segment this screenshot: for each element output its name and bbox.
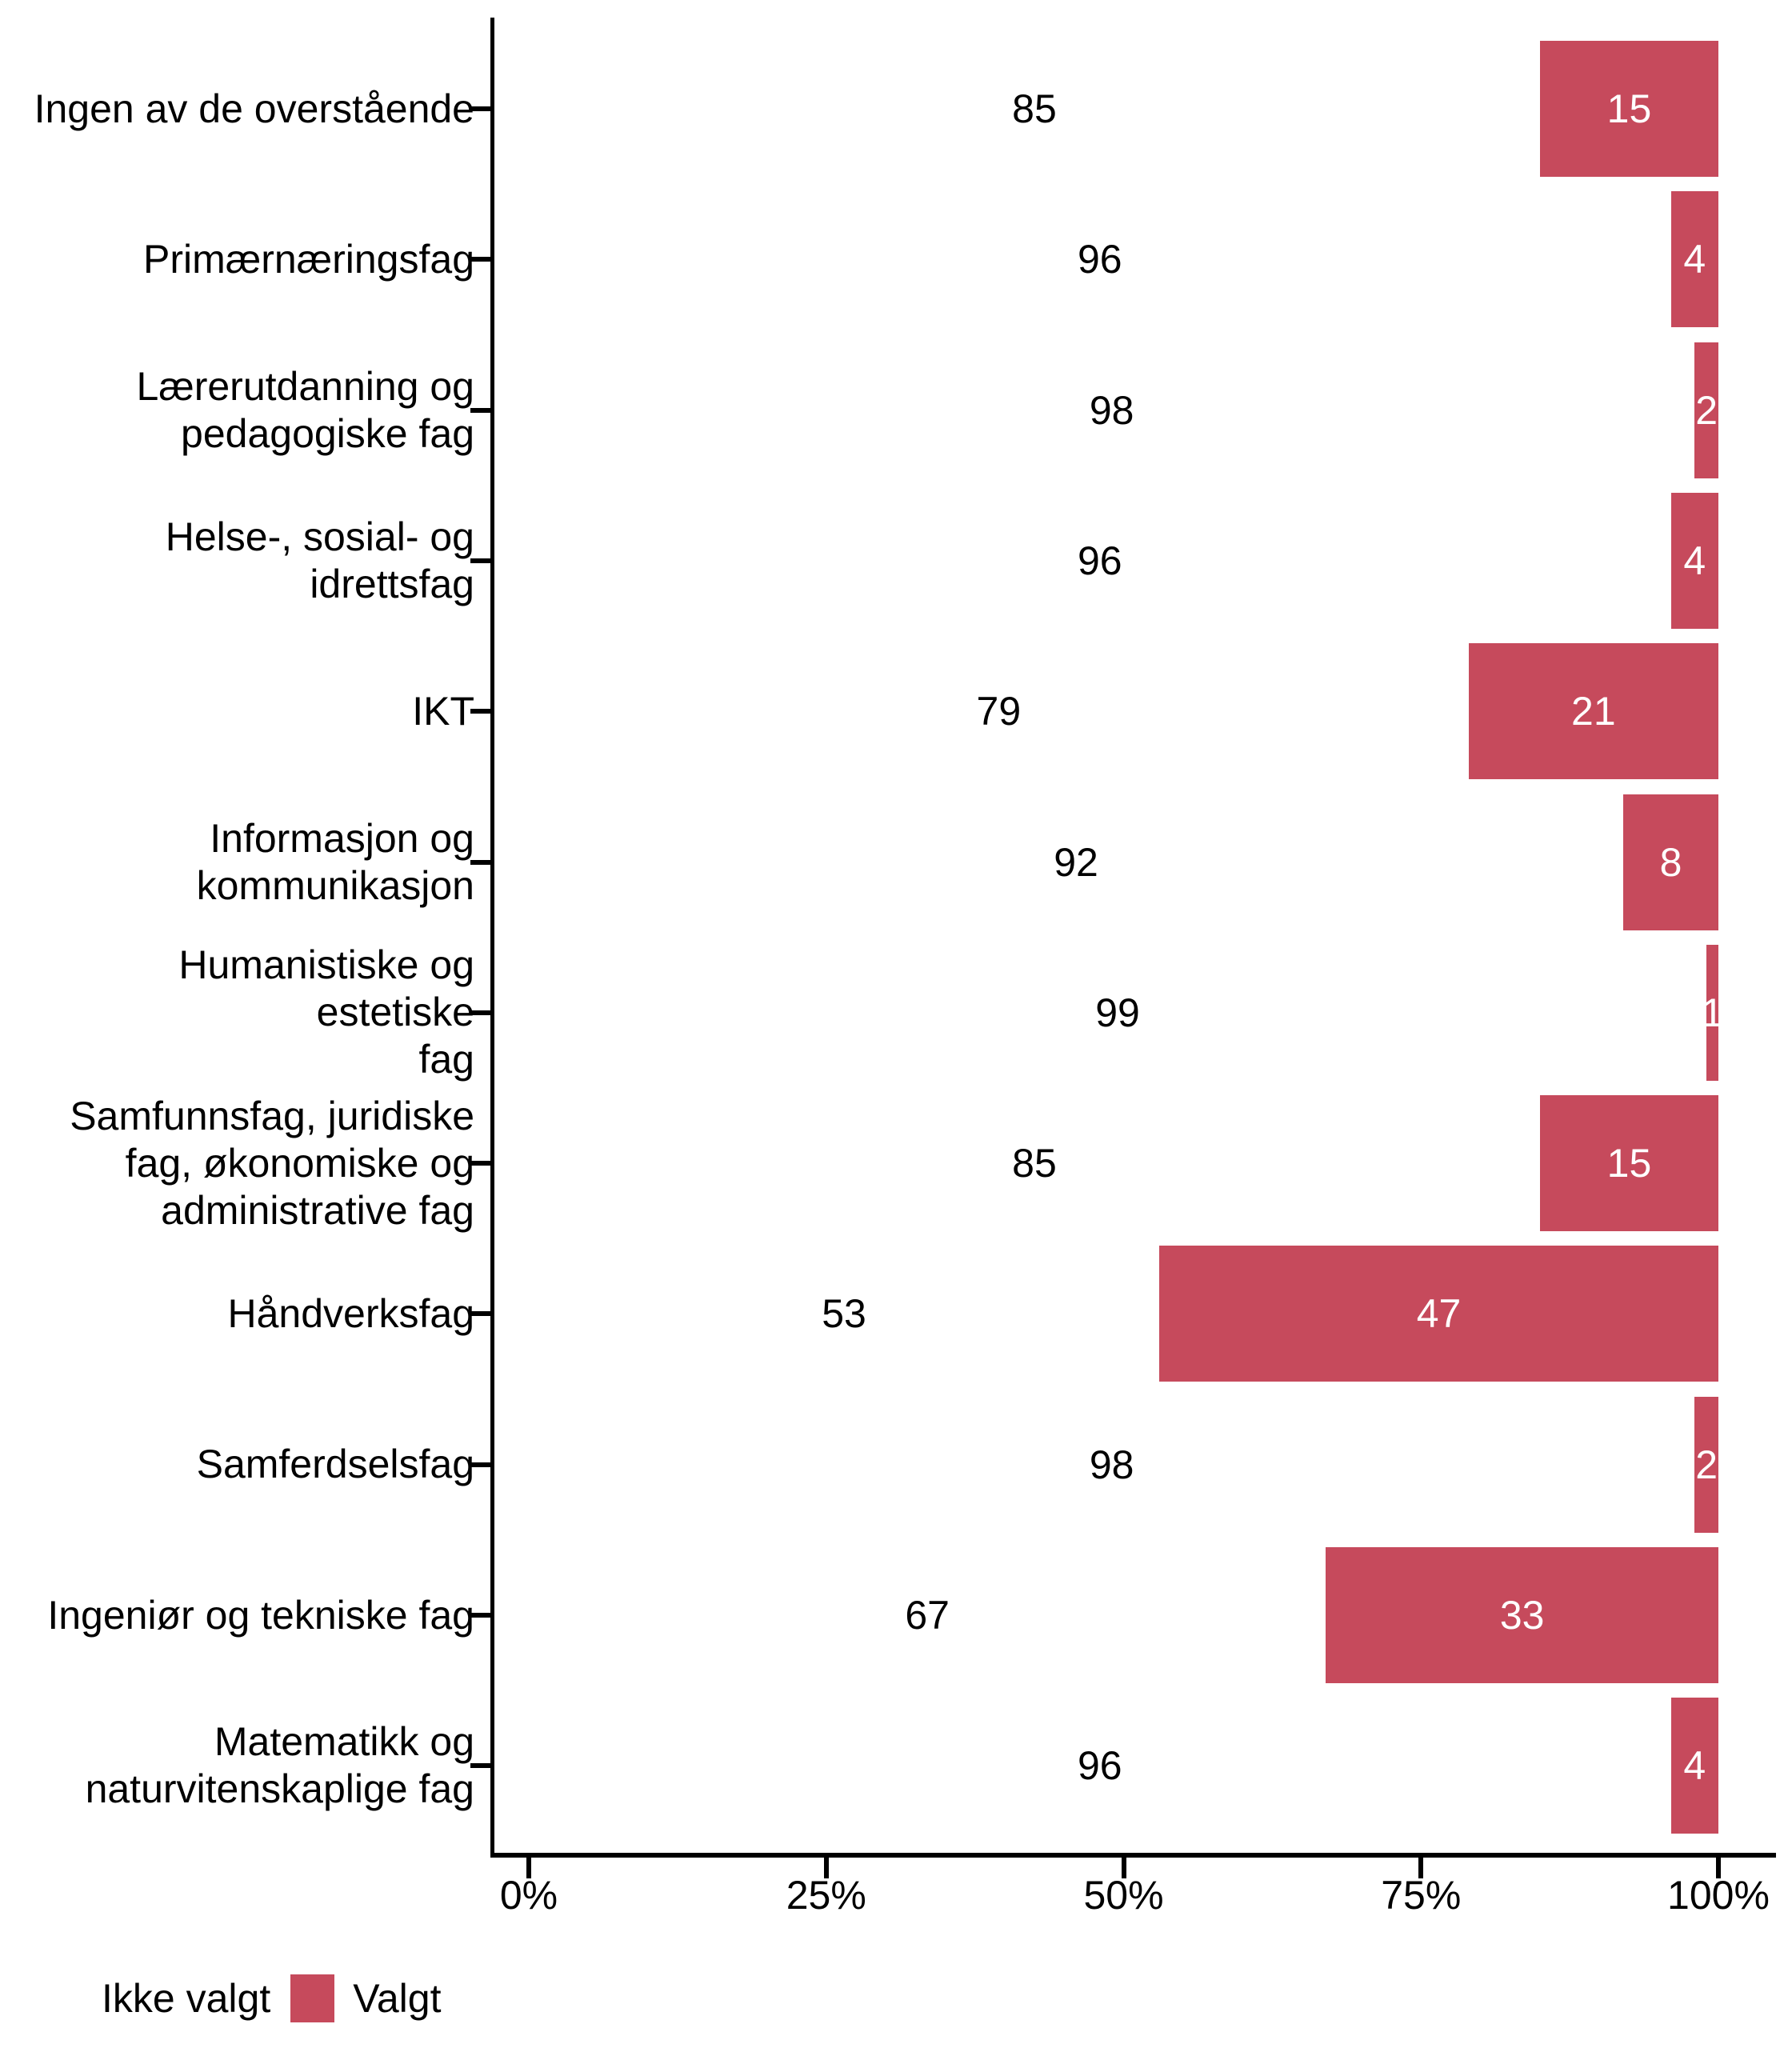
bar-segment-ikke-valgt xyxy=(529,191,1671,328)
y-axis-tick xyxy=(470,1311,490,1317)
value-label-valgt: 15 xyxy=(1606,1141,1652,1186)
bar-segment-valgt xyxy=(1670,1698,1718,1834)
x-axis-tick-label: 50% xyxy=(1083,1873,1164,1918)
category-label: Lærerutdanning og pedagogiske fag xyxy=(136,363,474,456)
value-label-ikke-valgt: 67 xyxy=(905,1593,950,1638)
value-label-valgt: 21 xyxy=(1571,689,1616,734)
y-axis-line xyxy=(490,18,494,1858)
category-label: IKT xyxy=(412,688,474,734)
x-axis-tick xyxy=(1121,1858,1126,1878)
value-label-ikke-valgt: 96 xyxy=(1077,237,1122,282)
bar-segment-ikke-valgt xyxy=(529,41,1540,177)
bar-segment-ikke-valgt xyxy=(529,1547,1326,1683)
bar-segment-valgt xyxy=(1326,1547,1718,1683)
value-label-ikke-valgt: 85 xyxy=(1012,1141,1057,1186)
y-axis-tick xyxy=(470,558,490,563)
value-label-ikke-valgt: 79 xyxy=(976,689,1022,734)
bar-segment-valgt xyxy=(1539,41,1718,177)
y-axis-tick xyxy=(470,1763,490,1769)
y-axis-tick xyxy=(470,1161,490,1166)
bar-segment-valgt xyxy=(1694,342,1718,478)
value-label-valgt: 4 xyxy=(1683,538,1706,583)
x-axis-tick xyxy=(526,1858,531,1878)
bar-segment-valgt xyxy=(1159,1246,1718,1382)
bar-segment-ikke-valgt xyxy=(529,944,1707,1081)
y-axis-tick xyxy=(470,1010,490,1015)
bar-segment-valgt xyxy=(1539,1095,1718,1232)
value-label-ikke-valgt: 98 xyxy=(1089,1442,1134,1487)
legend-label-valgt: Valgt xyxy=(353,1976,442,2021)
x-axis-tick xyxy=(1418,1858,1424,1878)
value-label-ikke-valgt: 85 xyxy=(1012,86,1057,131)
category-label: Håndverksfag xyxy=(227,1290,475,1336)
category-label: Helse-, sosial- og idrettsfag xyxy=(165,514,474,606)
y-axis-tick xyxy=(470,407,490,413)
legend-key-valgt xyxy=(290,1974,335,2022)
bar-segment-ikke-valgt xyxy=(529,1698,1671,1834)
value-label-ikke-valgt: 99 xyxy=(1095,990,1140,1035)
bar-segment-valgt xyxy=(1468,643,1718,780)
y-axis-tick xyxy=(470,859,490,865)
y-axis-tick xyxy=(470,257,490,262)
x-axis-tick xyxy=(823,1858,829,1878)
y-axis-tick xyxy=(470,106,490,111)
x-axis-tick xyxy=(1716,1858,1721,1878)
value-label-ikke-valgt: 96 xyxy=(1077,538,1122,583)
value-label-valgt: 2 xyxy=(1695,1442,1718,1487)
category-label: Matematikk og naturvitenskaplige fag xyxy=(85,1719,474,1812)
value-label-ikke-valgt: 96 xyxy=(1077,1743,1122,1789)
value-label-valgt: 15 xyxy=(1606,86,1652,131)
value-label-valgt: 47 xyxy=(1416,1291,1462,1337)
value-label-valgt: 2 xyxy=(1695,387,1718,433)
bar-segment-valgt xyxy=(1694,1396,1718,1533)
bar-segment-valgt xyxy=(1706,944,1718,1081)
x-axis-tick-label: 75% xyxy=(1381,1873,1462,1918)
category-label: Samfunnsfag, juridiske fag, økonomiske o… xyxy=(70,1093,474,1233)
bar-segment-ikke-valgt xyxy=(529,1246,1160,1382)
value-label-ikke-valgt: 98 xyxy=(1089,387,1134,433)
bar-segment-ikke-valgt xyxy=(529,794,1624,930)
category-label: Samferdselsfag xyxy=(196,1442,474,1487)
category-label: Ingeniør og tekniske fag xyxy=(47,1592,474,1638)
legend-label-ikke-valgt: Ikke valgt xyxy=(102,1976,271,2021)
value-label-valgt: 8 xyxy=(1659,839,1682,885)
y-axis-tick xyxy=(470,1613,490,1618)
x-axis-line xyxy=(490,1853,1776,1858)
y-axis-tick xyxy=(470,1462,490,1467)
bar-segment-ikke-valgt xyxy=(529,643,1469,780)
bar-segment-valgt xyxy=(1623,794,1718,930)
bar-segment-ikke-valgt xyxy=(529,492,1671,629)
legend-key-ikke-valgt xyxy=(48,1974,92,2022)
category-label: Primærnæringsfag xyxy=(142,236,474,282)
category-label: Ingen av de overstående xyxy=(34,86,474,131)
category-label: Humanistiske og estetiske fag xyxy=(178,942,474,1082)
bar-segment-ikke-valgt xyxy=(529,1095,1540,1232)
value-label-valgt: 33 xyxy=(1499,1593,1545,1638)
x-axis-tick-label: 25% xyxy=(786,1873,866,1918)
value-label-ikke-valgt: 92 xyxy=(1054,839,1098,885)
bar-segment-valgt xyxy=(1670,191,1718,328)
x-axis-tick-label: 100% xyxy=(1667,1873,1770,1918)
legend: Ikke valgt Valgt xyxy=(48,1974,441,2023)
y-axis-tick xyxy=(470,709,490,714)
bar-segment-ikke-valgt xyxy=(529,1396,1695,1533)
category-label: Informasjon og kommunikasjon xyxy=(196,815,474,908)
bar-segment-ikke-valgt xyxy=(529,342,1695,478)
value-label-ikke-valgt: 53 xyxy=(822,1291,866,1337)
value-label-valgt: 4 xyxy=(1683,237,1706,282)
x-axis-tick-label: 0% xyxy=(499,1873,558,1918)
value-label-valgt: 4 xyxy=(1683,1743,1706,1789)
value-label-valgt: 1 xyxy=(1701,990,1724,1035)
bar-segment-valgt xyxy=(1670,492,1718,629)
